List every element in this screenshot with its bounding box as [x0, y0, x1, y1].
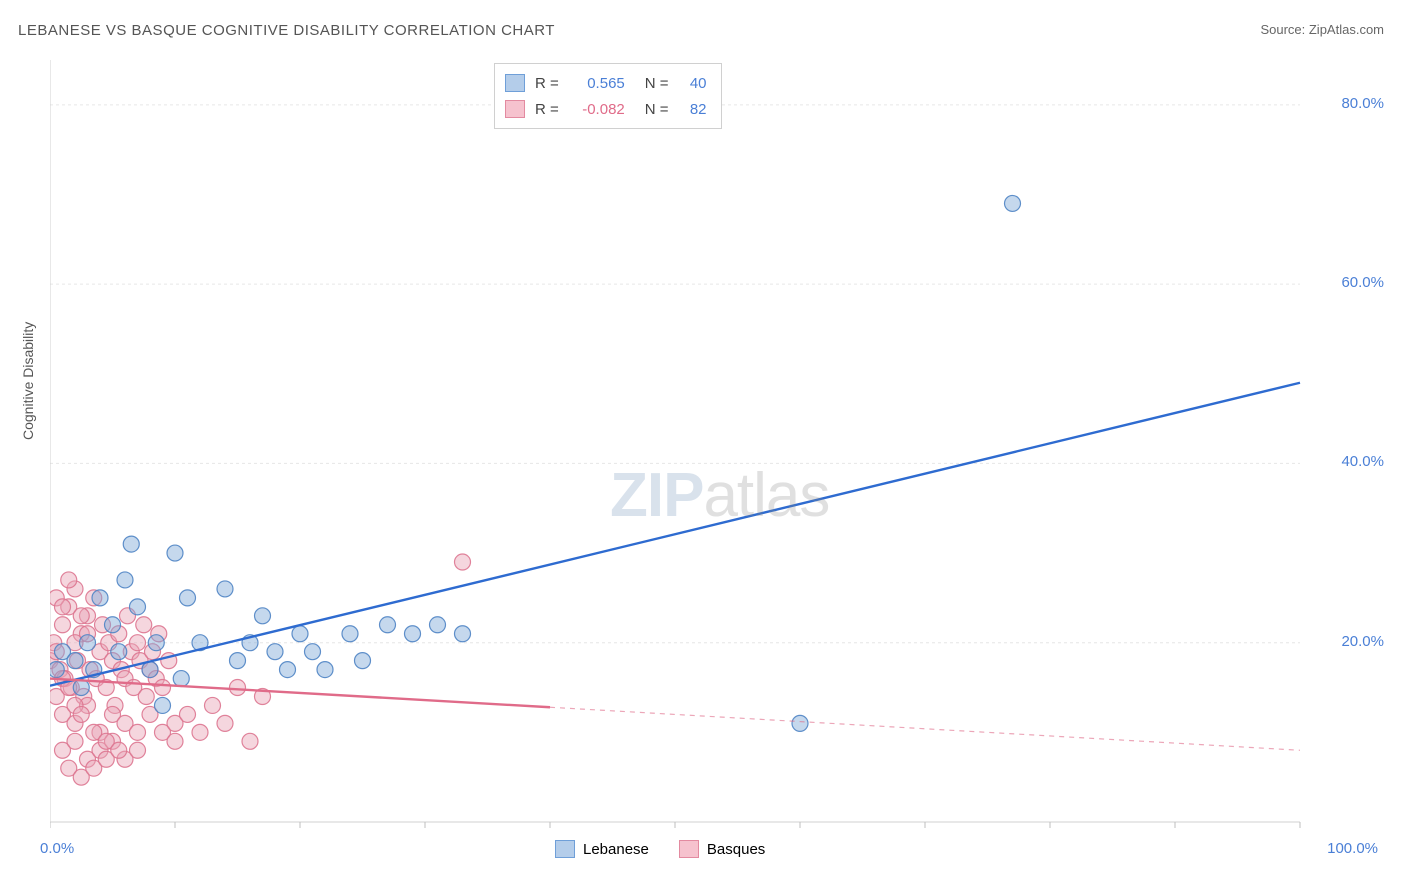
- n-label: N =: [645, 75, 669, 92]
- y-axis-label: Cognitive Disability: [20, 322, 36, 440]
- stats-legend: R = 0.565 N = 40 R = -0.082 N = 82: [494, 63, 722, 129]
- x-tick-high: 100.0%: [1327, 840, 1378, 857]
- r-label: R =: [535, 101, 559, 118]
- stats-row-basques: R = -0.082 N = 82: [505, 96, 707, 122]
- y-tick: 40.0%: [1341, 453, 1384, 470]
- r-value-lebanese: 0.565: [569, 75, 625, 92]
- swatch-basques: [505, 100, 525, 118]
- legend-item-lebanese: Lebanese: [555, 840, 649, 858]
- r-label: R =: [535, 75, 559, 92]
- x-tick-low: 0.0%: [40, 840, 74, 857]
- legend-label-lebanese: Lebanese: [583, 841, 649, 858]
- swatch-lebanese: [505, 74, 525, 92]
- stats-row-lebanese: R = 0.565 N = 40: [505, 70, 707, 96]
- swatch-lebanese-icon: [555, 840, 575, 858]
- n-value-basques: 82: [679, 101, 707, 118]
- legend-item-basques: Basques: [679, 840, 765, 858]
- plot-area: R = 0.565 N = 40 R = -0.082 N = 82 ZIPat…: [50, 60, 1350, 830]
- y-tick: 20.0%: [1341, 633, 1384, 650]
- n-label: N =: [645, 101, 669, 118]
- n-value-lebanese: 40: [679, 75, 707, 92]
- chart-title: LEBANESE VS BASQUE COGNITIVE DISABILITY …: [18, 22, 555, 39]
- y-tick: 60.0%: [1341, 274, 1384, 291]
- source-label: Source: ZipAtlas.com: [1260, 22, 1384, 37]
- correlation-chart: LEBANESE VS BASQUE COGNITIVE DISABILITY …: [0, 0, 1406, 892]
- legend-label-basques: Basques: [707, 841, 765, 858]
- r-value-basques: -0.082: [569, 101, 625, 118]
- y-tick: 80.0%: [1341, 95, 1384, 112]
- bottom-legend: Lebanese Basques: [555, 840, 765, 858]
- plot-svg: [50, 60, 1350, 830]
- swatch-basques-icon: [679, 840, 699, 858]
